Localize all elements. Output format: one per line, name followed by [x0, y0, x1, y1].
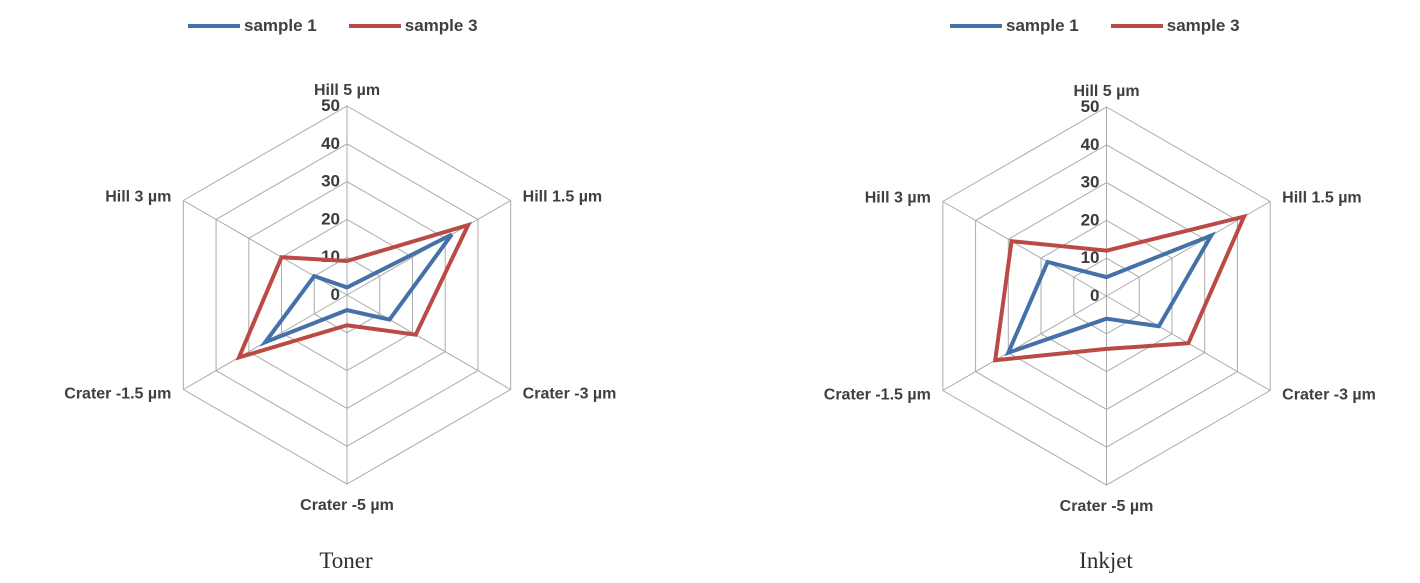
radial-tick-label-30: 30: [1081, 173, 1100, 192]
axis-label-4: Crater -1.5 µm: [824, 387, 931, 404]
axis-spoke-4: [942, 295, 1107, 391]
legend-label-sample-1: sample 1: [1006, 16, 1079, 35]
axis-label-1: Hill 1.5 µm: [1282, 190, 1361, 207]
chart-caption-inkjet: Inkjet: [1079, 548, 1133, 573]
legend-item-sample-1: sample 1: [188, 16, 317, 36]
axis-label-4: Crater -1.5 µm: [64, 386, 171, 403]
legend-item-sample-3: sample 3: [1110, 16, 1240, 36]
series-polygon-sample-1: [259, 232, 454, 347]
radial-tick-label-30: 30: [321, 172, 340, 191]
legend-label-sample-3: sample 3: [1166, 16, 1240, 35]
radial-tick-label-50: 50: [321, 96, 340, 115]
legend-swatch-sample-3: [1110, 24, 1163, 28]
legend-swatch-sample-3: [348, 24, 401, 28]
axis-label-3: Crater -5 µm: [1060, 498, 1154, 515]
axis-label-5: Hill 3 µm: [105, 189, 171, 206]
series-polygon-sample-3: [992, 213, 1248, 363]
radial-tick-label-50: 50: [1081, 97, 1100, 116]
axis-label-1: Hill 1.5 µm: [523, 189, 602, 206]
legend: sample 1 sample 3: [950, 16, 1240, 36]
legend-item-sample-3: sample 3: [348, 16, 478, 36]
legend-swatch-sample-1: [188, 24, 240, 28]
chart-caption-toner: Toner: [319, 548, 373, 573]
radial-tick-label-10: 10: [321, 247, 340, 266]
axis-label-3: Crater -5 µm: [300, 497, 394, 514]
legend-swatch-sample-1: [950, 24, 1002, 28]
axis-label-0: Hill 5 µm: [314, 82, 380, 99]
legend: sample 1 sample 3: [188, 16, 478, 36]
radial-tick-label-40: 40: [321, 134, 340, 153]
radial-tick-label-40: 40: [1081, 135, 1100, 154]
axis-label-2: Crater -3 µm: [1282, 387, 1376, 404]
radial-tick-label-10: 10: [1081, 248, 1100, 267]
radial-tick-label-20: 20: [1081, 210, 1100, 229]
radial-tick-label-20: 20: [321, 209, 340, 228]
axis-spoke-2: [346, 294, 511, 390]
series-polygon-sample-3: [235, 221, 472, 361]
radial-tick-label-0: 0: [1090, 286, 1099, 305]
series-polygon-sample-1: [1004, 231, 1216, 357]
legend-label-sample-3: sample 3: [404, 16, 478, 35]
radial-tick-label-0: 0: [331, 285, 340, 304]
legend-item-sample-1: sample 1: [950, 16, 1079, 36]
axis-label-2: Crater -3 µm: [523, 386, 617, 403]
inkjet-chart-panel: 0 10 20 30 40 50 Hill 5 µm Hill 1.5 µm Crater -3…: [710, 0, 1420, 583]
legend-label-sample-1: sample 1: [244, 16, 317, 35]
axis-label-5: Hill 3 µm: [865, 190, 931, 207]
toner-chart-panel: 0 10 20 30 40 50 Hill 5 µm Hill 1.5 µm Crater -3…: [64, 16, 617, 573]
axis-label-0: Hill 5 µm: [1073, 83, 1139, 100]
axis-spoke-5: [942, 201, 1107, 297]
